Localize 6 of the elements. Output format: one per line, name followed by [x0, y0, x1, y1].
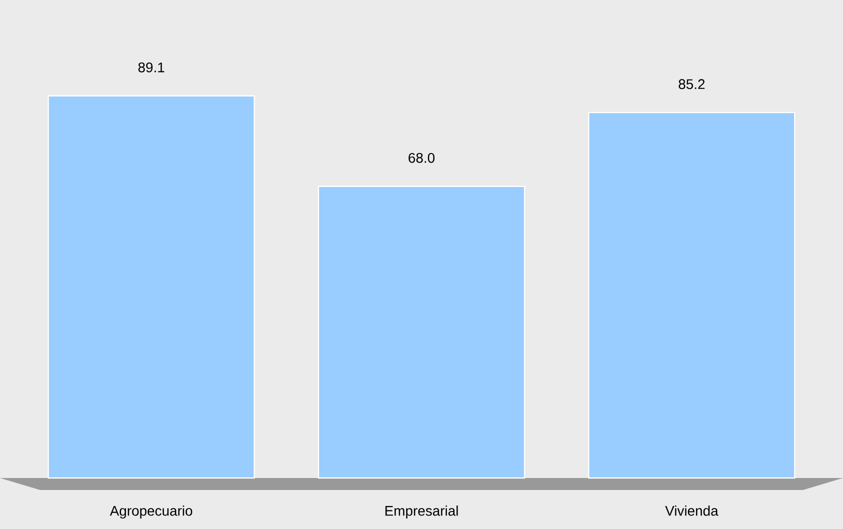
x-tick-label: Empresarial	[385, 506, 458, 519]
data-label: 68.0	[408, 152, 435, 163]
x-tick-label: Vivienda	[665, 506, 718, 516]
x-tick-label: Agropecuario	[110, 506, 192, 519]
data-label: 85.2	[678, 79, 705, 90]
data-label: 89.1	[138, 62, 164, 72]
